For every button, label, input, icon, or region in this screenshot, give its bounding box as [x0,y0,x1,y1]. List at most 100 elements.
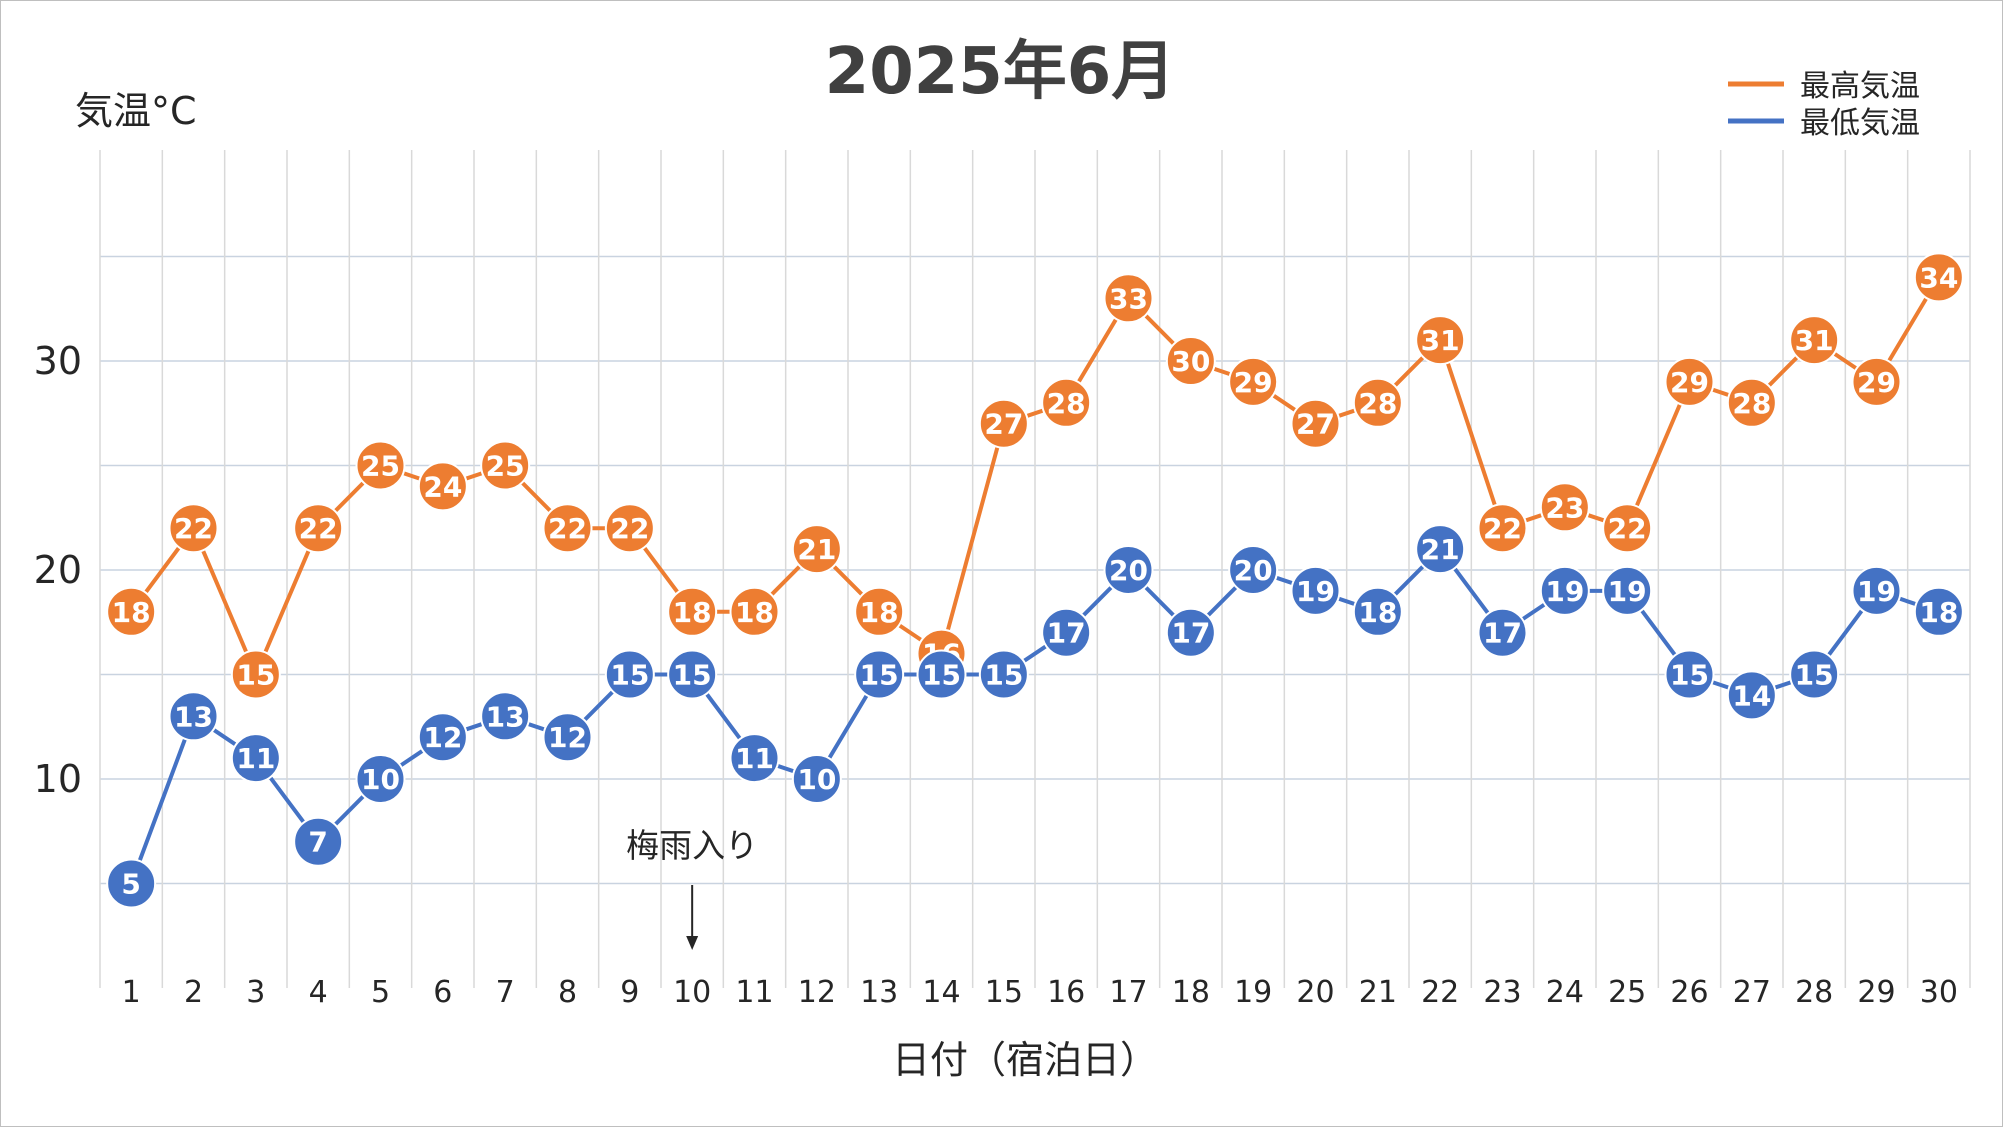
legend-label-low: 最低気温 [1800,106,1920,141]
x-tick-label: 17 [1109,975,1147,1010]
data-point-low [1352,586,1403,637]
data-point-high [168,503,219,554]
grid [99,150,1971,988]
data-point-low [1602,565,1653,616]
x-tick-label: 28 [1795,975,1833,1010]
data-label: 10 [797,763,836,796]
x-tick-label: 10 [673,975,711,1010]
x-tick-label: 1 [122,975,141,1010]
data-label: 27 [984,408,1023,441]
data-label: 17 [1047,617,1086,650]
data-point-high [729,586,780,637]
x-tick-label: 11 [735,975,773,1010]
data-label: 18 [1919,596,1958,629]
data-point-low [1789,649,1840,700]
data-point-high [106,586,157,637]
x-tick-label: 29 [1857,975,1895,1010]
data-point-low [542,712,593,763]
data-label: 20 [1109,554,1148,587]
data-point-high [1352,377,1403,428]
y-tick-label: 10 [34,757,82,801]
data-point-high [1913,252,1964,303]
x-tick-label: 30 [1920,975,1958,1010]
data-point-high [604,503,655,554]
data-point-high [1539,482,1590,533]
x-tick-label: 7 [496,975,515,1010]
legend-label-high: 最高気温 [1800,69,1920,104]
data-label: 22 [548,512,587,545]
data-point-high [978,398,1029,449]
data-label: 29 [1857,366,1896,399]
x-tick-label: 16 [1047,975,1085,1010]
data-label: 18 [735,596,774,629]
series-points: 1822152225242522221818211816272833302927… [106,252,1964,909]
data-point-high [1726,377,1777,428]
data-label: 18 [860,596,899,629]
data-label: 11 [735,742,774,775]
data-point-high [417,461,468,512]
data-label: 28 [1047,387,1086,420]
data-label: 15 [236,659,275,692]
data-point-high [1664,356,1715,407]
x-axis-ticks: 1 2 3 4 5 6 7 8 9 10 11 12 13 14 15 16 17 18 19 20 21 22 23 24 2… [122,975,1958,1010]
data-label: 15 [984,659,1023,692]
data-label: 19 [1857,575,1896,608]
data-label: 12 [548,721,587,754]
data-point-low [1041,607,1092,658]
data-label: 12 [423,721,462,754]
x-tick-label: 18 [1172,975,1210,1010]
data-point-low [729,733,780,784]
data-label: 28 [1358,387,1397,420]
data-point-low [1165,607,1216,658]
data-point-low [168,691,219,742]
data-label: 15 [922,659,961,692]
x-tick-label: 15 [985,975,1023,1010]
x-axis-title: 日付（宿泊日） [892,1038,1158,1082]
x-tick-label: 2 [184,975,203,1010]
x-tick-label: 9 [620,975,639,1010]
y-axis-title: 気温°C [75,89,197,133]
data-point-low [1664,649,1715,700]
data-label: 10 [361,763,400,796]
data-point-low [1415,524,1466,575]
data-point-low [1539,565,1590,616]
data-point-low [480,691,531,742]
data-point-high [230,649,281,700]
data-point-low [854,649,905,700]
data-label: 15 [1670,659,1709,692]
data-label: 15 [673,659,712,692]
data-label: 15 [610,659,649,692]
x-tick-label: 26 [1670,975,1708,1010]
data-point-low [417,712,468,763]
data-label: 13 [174,700,213,733]
data-label: 17 [1171,617,1210,650]
data-point-high [542,503,593,554]
data-point-high [1228,356,1279,407]
data-point-high [1103,273,1154,324]
rainy-season-annotation: 梅雨入り [626,826,758,950]
data-label: 29 [1234,366,1273,399]
data-point-low [1477,607,1528,658]
x-tick-label: 8 [558,975,577,1010]
data-point-low [791,754,842,804]
data-point-low [293,816,344,867]
x-tick-label: 14 [922,975,960,1010]
data-label: 15 [1795,659,1834,692]
data-label: 18 [112,596,151,629]
x-tick-label: 19 [1234,975,1272,1010]
data-label: 30 [1171,345,1210,378]
data-label: 21 [1421,533,1460,566]
data-label: 31 [1795,324,1834,357]
x-tick-label: 20 [1296,975,1334,1010]
data-point-high [1851,356,1902,407]
data-point-high [1602,503,1653,554]
x-tick-label: 4 [309,975,328,1010]
x-tick-label: 21 [1359,975,1397,1010]
data-point-high [854,586,905,637]
x-tick-label: 13 [860,975,898,1010]
x-tick-label: 27 [1733,975,1771,1010]
data-label: 19 [1545,575,1584,608]
data-label: 23 [1545,491,1584,524]
data-point-low [916,649,967,700]
